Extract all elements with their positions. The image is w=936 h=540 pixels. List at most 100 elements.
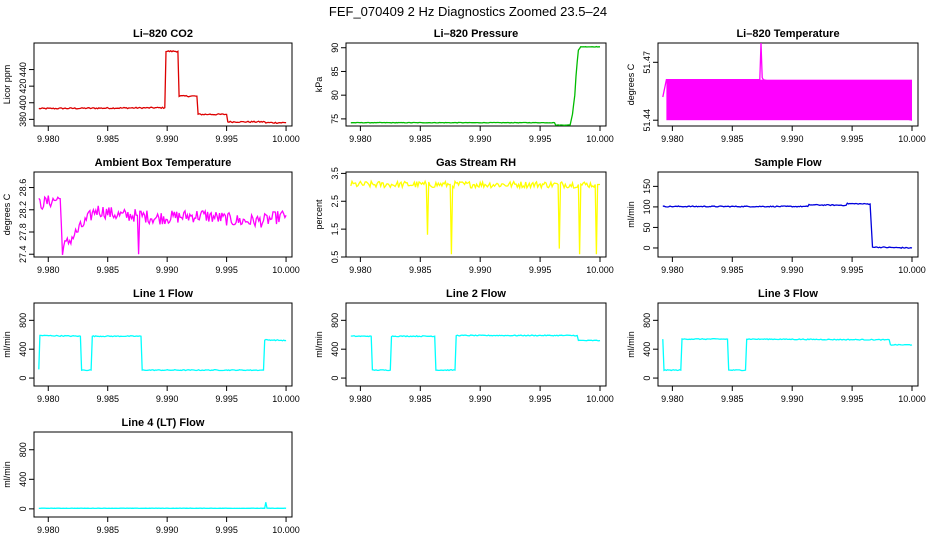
x-tick-label: 9.980 bbox=[349, 394, 372, 404]
x-tick-label: 9.980 bbox=[37, 525, 60, 535]
x-tick-label: 10.000 bbox=[898, 265, 926, 275]
x-tick-label: 9.995 bbox=[215, 525, 238, 535]
x-tick-label: 9.985 bbox=[96, 525, 119, 535]
x-tick-label: 9.985 bbox=[721, 265, 744, 275]
x-tick-label: 9.985 bbox=[96, 134, 119, 144]
y-tick-label: 800 bbox=[642, 313, 652, 328]
y-tick-label: 28.6 bbox=[18, 179, 28, 197]
series-line-gas-stream-rh bbox=[350, 179, 600, 255]
series-band-li-820-temperature bbox=[666, 79, 913, 121]
y-tick-label: 800 bbox=[330, 313, 340, 328]
y-tick-label: 28.2 bbox=[18, 201, 28, 219]
x-tick-label: 9.980 bbox=[661, 265, 684, 275]
y-axis-label: ml/min bbox=[626, 201, 636, 228]
panels: Li–820 CO2 9.980 9.985 9.990 9.995 10.000 380 4… bbox=[2, 28, 926, 535]
y-axis-label: degrees C bbox=[2, 193, 12, 235]
panel-title: Line 3 Flow bbox=[758, 288, 818, 300]
y-tick-label: 400 bbox=[642, 342, 652, 357]
y-tick-label: 75 bbox=[330, 114, 340, 124]
y-axis-label: degrees C bbox=[626, 63, 636, 105]
panel-li-820-co2: Li–820 CO2 9.980 9.985 9.990 9.995 10.000 380 4… bbox=[2, 28, 300, 144]
y-tick-label: 2.5 bbox=[330, 195, 340, 208]
y-axis-label: kPa bbox=[314, 77, 324, 93]
y-tick-label: 420 bbox=[18, 79, 28, 94]
y-tick-label: 3.5 bbox=[330, 167, 340, 180]
x-tick-label: 9.990 bbox=[156, 134, 179, 144]
y-tick-label: 400 bbox=[18, 342, 28, 357]
plot-frame bbox=[345, 171, 607, 258]
x-tick-label: 9.985 bbox=[721, 394, 744, 404]
plot-frame bbox=[345, 42, 607, 127]
series-line-line-4-lt-flow bbox=[38, 502, 287, 510]
y-axis-label: percent bbox=[314, 199, 324, 230]
plot-frame bbox=[657, 42, 919, 127]
y-tick-label: 0 bbox=[18, 376, 28, 381]
y-tick-label: 380 bbox=[18, 112, 28, 127]
y-tick-label: 400 bbox=[18, 472, 28, 487]
plot-frame bbox=[657, 171, 919, 258]
x-tick-label: 9.995 bbox=[529, 134, 552, 144]
x-tick-label: 9.995 bbox=[841, 265, 864, 275]
x-tick-label: 9.980 bbox=[349, 265, 372, 275]
x-tick-label: 9.980 bbox=[37, 134, 60, 144]
y-tick-label: 27.4 bbox=[18, 245, 28, 263]
x-tick-label: 9.990 bbox=[156, 265, 179, 275]
x-tick-label: 10.000 bbox=[898, 134, 926, 144]
y-axis-label: ml/min bbox=[626, 331, 636, 358]
y-axis-label: ml/min bbox=[2, 331, 12, 358]
y-axis-label: ml/min bbox=[314, 331, 324, 358]
panel-title: Gas Stream RH bbox=[436, 157, 516, 169]
x-tick-label: 9.995 bbox=[529, 394, 552, 404]
x-tick-label: 9.980 bbox=[37, 265, 60, 275]
y-tick-label: 51.44 bbox=[642, 109, 652, 132]
y-tick-label: 400 bbox=[330, 342, 340, 357]
panel-li-820-pressure: Li–820 Pressure 9.980 9.985 9.990 9.995 10.00… bbox=[314, 28, 614, 144]
series-line-line-1-flow bbox=[38, 334, 287, 372]
y-tick-label: 80 bbox=[330, 90, 340, 100]
x-tick-label: 10.000 bbox=[898, 394, 926, 404]
y-tick-label: 440 bbox=[18, 62, 28, 77]
x-tick-label: 9.980 bbox=[661, 394, 684, 404]
panel-line-2-flow: Line 2 Flow 9.980 9.985 9.990 9.995 10.000 0 40… bbox=[314, 288, 614, 404]
x-tick-label: 10.000 bbox=[586, 134, 614, 144]
x-tick-label: 9.980 bbox=[661, 134, 684, 144]
y-tick-label: 0 bbox=[642, 245, 652, 250]
y-axis-label: ml/min bbox=[2, 461, 12, 488]
y-tick-label: 800 bbox=[18, 313, 28, 328]
panel-title: Li–820 Temperature bbox=[736, 28, 839, 40]
y-tick-label: 0.5 bbox=[330, 251, 340, 264]
series-line-sample-flow bbox=[662, 202, 913, 249]
y-axis-label: Licor ppm bbox=[2, 65, 12, 105]
panel-sample-flow: Sample Flow 9.980 9.985 9.990 9.995 10.000 0 50… bbox=[626, 157, 926, 275]
panel-title: Sample Flow bbox=[754, 157, 822, 169]
y-tick-label: 51.47 bbox=[642, 51, 652, 74]
y-tick-label: 27.8 bbox=[18, 223, 28, 241]
x-tick-label: 9.985 bbox=[96, 394, 119, 404]
y-tick-label: 800 bbox=[18, 442, 28, 457]
y-tick-label: 0 bbox=[18, 506, 28, 511]
x-tick-label: 10.000 bbox=[586, 265, 614, 275]
panel-line-1-flow: Line 1 Flow 9.980 9.985 9.990 9.995 10.000 0 40… bbox=[2, 288, 300, 404]
x-tick-label: 10.000 bbox=[272, 134, 300, 144]
x-tick-label: 9.985 bbox=[409, 394, 432, 404]
y-tick-label: 400 bbox=[18, 95, 28, 110]
x-tick-label: 9.990 bbox=[781, 394, 804, 404]
y-tick-label: 1.5 bbox=[330, 223, 340, 236]
panel-title: Line 4 (LT) Flow bbox=[122, 417, 205, 429]
y-tick-label: 100 bbox=[642, 199, 652, 214]
x-tick-label: 9.995 bbox=[841, 394, 864, 404]
panel-gas-stream-rh: Gas Stream RH 9.980 9.985 9.990 9.995 10.000 0… bbox=[314, 157, 614, 275]
series-line-ambient-box-temperature bbox=[38, 195, 287, 255]
x-tick-label: 9.985 bbox=[409, 265, 432, 275]
x-tick-label: 9.985 bbox=[96, 265, 119, 275]
panel-title: Ambient Box Temperature bbox=[95, 157, 232, 169]
x-tick-label: 9.990 bbox=[469, 134, 492, 144]
panel-line-4-lt-flow: Line 4 (LT) Flow 9.980 9.985 9.990 9.995 10.0… bbox=[2, 417, 300, 535]
panel-ambient-box-temperature: Ambient Box Temperature 9.980 9.985 9.990 9.… bbox=[2, 157, 300, 275]
y-tick-label: 0 bbox=[330, 376, 340, 381]
x-tick-label: 9.995 bbox=[215, 265, 238, 275]
panel-title: Line 2 Flow bbox=[446, 288, 506, 300]
x-tick-label: 9.995 bbox=[529, 265, 552, 275]
x-tick-label: 9.980 bbox=[349, 134, 372, 144]
